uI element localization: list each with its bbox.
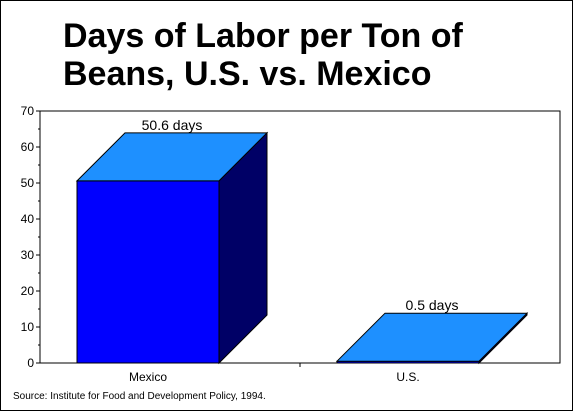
bars: 50.6 days 0.5 days [75, 117, 529, 365]
y-axis: 0 10 20 30 40 50 60 70 [21, 104, 40, 370]
bar-top-face [335, 312, 529, 362]
y-tick-label: 70 [21, 104, 35, 118]
y-tick-label: 60 [21, 140, 35, 154]
x-tick-label: Mexico [129, 370, 167, 384]
chart-title: Days of Labor per Ton of Beans, U.S. vs.… [63, 17, 543, 93]
chart-title-line-1: Days of Labor per Ton of [63, 17, 463, 55]
x-axis: Mexico U.S. [129, 363, 420, 384]
y-tick-label: 10 [21, 320, 35, 334]
bar-front-face [76, 180, 220, 364]
y-tick-label: 0 [27, 356, 34, 370]
source-note: Source: Institute for Food and Developme… [13, 391, 266, 402]
y-tick-label: 40 [21, 212, 35, 226]
y-tick-label: 20 [21, 284, 35, 298]
bar-data-label: 50.6 days [142, 117, 203, 133]
chart-title-line-2: Beans, U.S. vs. Mexico [63, 55, 432, 93]
x-tick-label: U.S. [396, 370, 419, 384]
y-tick-label: 50 [21, 176, 35, 190]
bar-data-label: 0.5 days [406, 297, 459, 313]
bar-top-face [75, 132, 269, 182]
y-tick-label: 30 [21, 248, 35, 262]
